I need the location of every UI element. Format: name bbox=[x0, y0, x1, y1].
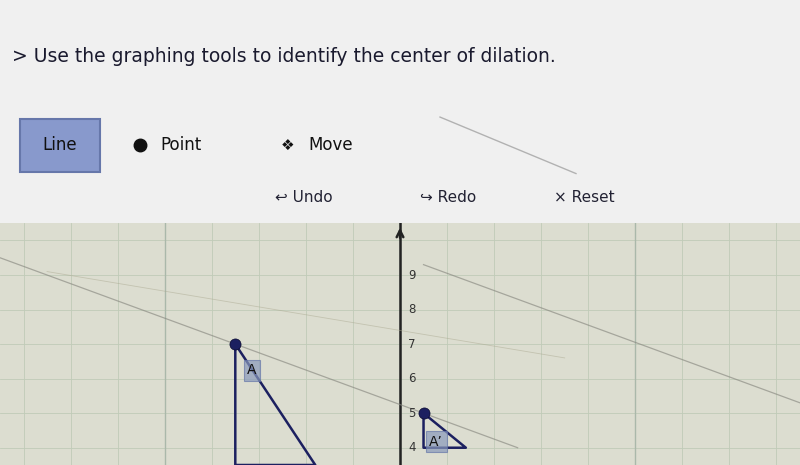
Text: 6: 6 bbox=[409, 372, 416, 385]
Text: > Use the graphing tools to identify the center of dilation.: > Use the graphing tools to identify the… bbox=[12, 47, 556, 66]
Text: 8: 8 bbox=[409, 303, 416, 316]
Text: ❖: ❖ bbox=[281, 138, 295, 153]
Text: 9: 9 bbox=[409, 268, 416, 281]
Text: Point: Point bbox=[160, 136, 202, 154]
Text: A’: A’ bbox=[429, 435, 443, 449]
Text: A: A bbox=[247, 363, 257, 377]
Text: Move: Move bbox=[308, 136, 353, 154]
Text: ↪ Redo: ↪ Redo bbox=[420, 190, 476, 205]
Text: 4: 4 bbox=[409, 441, 416, 454]
Text: 7: 7 bbox=[409, 338, 416, 351]
FancyBboxPatch shape bbox=[20, 119, 100, 172]
Text: 5: 5 bbox=[409, 407, 416, 420]
Text: × Reset: × Reset bbox=[554, 190, 614, 205]
Text: ↩ Undo: ↩ Undo bbox=[275, 190, 333, 205]
Text: Line: Line bbox=[42, 136, 78, 154]
